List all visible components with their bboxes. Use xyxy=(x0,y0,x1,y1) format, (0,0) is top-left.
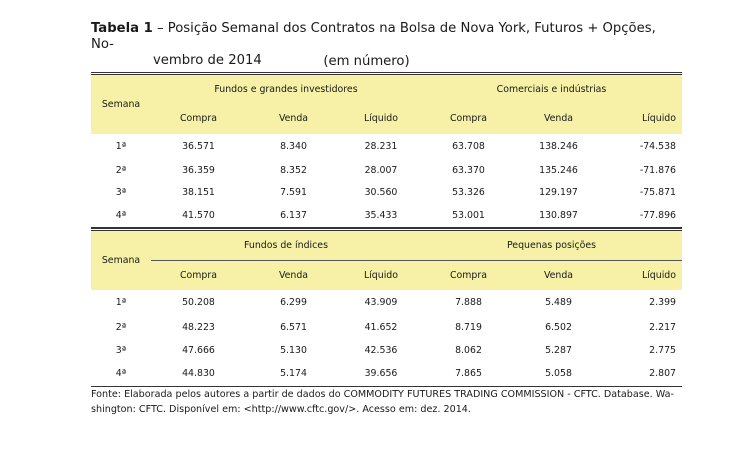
semana-cell: 3ª xyxy=(115,344,127,356)
col-header: Líquido xyxy=(641,113,676,124)
source-line1: Fonte: Elaborada pelos autores a partir … xyxy=(91,389,674,400)
table-row: 2ª 48.223 6.571 41.652 8.719 6.502 2.217 xyxy=(91,316,682,339)
source-note: Fonte: Elaborada pelos autores a partir … xyxy=(91,387,682,417)
column-header-row: Compra Venda Líquido Compra Venda Líquid… xyxy=(91,260,682,290)
value-cell: 28.231 xyxy=(364,141,398,152)
value-cell: 47.666 xyxy=(182,344,215,356)
value-cell: 2.217 xyxy=(649,321,676,333)
caption-title-line2: vembro de 2014 xyxy=(153,53,262,68)
semana-header: Semana xyxy=(101,254,141,266)
value-cell: 63.370 xyxy=(452,165,485,176)
col-header: Venda xyxy=(278,269,309,281)
group-header-right: Comerciais e indústrias xyxy=(496,83,607,95)
column-header-row: Compra Venda Líquido Compra Venda Líquid… xyxy=(91,103,682,134)
source-line2: shington: CFTC. Disponível em: <http://w… xyxy=(91,404,471,415)
value-cell: 5.058 xyxy=(516,361,601,387)
table-row: 3ª 47.666 5.130 42.536 8.062 5.287 2.775 xyxy=(91,339,682,362)
value-cell: 48.223 xyxy=(182,321,215,333)
value-cell: 53.001 xyxy=(421,203,516,228)
value-cell: 43.909 xyxy=(364,297,398,308)
group-header-left: Fundos e grandes investidores xyxy=(214,83,358,95)
col-header: Venda xyxy=(543,269,574,281)
table-row: 2ª 36.359 8.352 28.007 63.370 135.246 -7… xyxy=(91,160,682,182)
value-cell: 5.287 xyxy=(545,344,572,356)
col-header: Venda xyxy=(278,113,309,124)
value-cell: 7.888 xyxy=(455,297,482,308)
value-cell: 6.299 xyxy=(280,297,307,308)
col-header: Compra xyxy=(450,113,487,124)
col-header: Compra xyxy=(450,269,487,281)
col-header: Líquido xyxy=(363,113,398,124)
value-cell: 44.830 xyxy=(151,361,246,387)
value-cell: 53.326 xyxy=(452,187,485,198)
value-cell: 8.062 xyxy=(455,344,482,356)
value-cell: 5.489 xyxy=(545,297,572,308)
col-header: Líquido xyxy=(363,269,398,281)
semana-cell: 4ª xyxy=(91,361,151,387)
value-cell: 7.865 xyxy=(421,361,516,387)
value-cell: 129.197 xyxy=(539,187,578,198)
unit-note: (em número) xyxy=(323,54,410,69)
table-row: 1ª 36.571 8.340 28.231 63.708 138.246 -7… xyxy=(91,134,682,160)
semana-cell: 1ª xyxy=(115,297,127,308)
value-cell: 7.591 xyxy=(280,187,307,198)
value-cell: 8.340 xyxy=(280,141,307,152)
value-cell: 35.433 xyxy=(341,203,421,228)
semana-header: Semana xyxy=(101,98,141,110)
value-cell: 130.897 xyxy=(516,203,601,228)
value-cell: 36.359 xyxy=(182,165,215,176)
col-header: Venda xyxy=(543,113,574,124)
value-cell: 6.137 xyxy=(246,203,341,228)
table-2: Semana Fundos de índices Pequenas posiçõ… xyxy=(91,228,682,387)
caption-title-line1: Posição Semanal dos Contratos na Bolsa d… xyxy=(91,21,656,52)
value-cell: 50.208 xyxy=(182,297,215,308)
value-cell: 30.560 xyxy=(364,187,398,198)
table-row: 4ª 41.570 6.137 35.433 53.001 130.897 -7… xyxy=(91,203,682,228)
semana-cell: 3ª xyxy=(115,187,127,198)
semana-cell: 1ª xyxy=(115,141,127,152)
semana-cell: 2ª xyxy=(115,321,127,333)
semana-cell: 4ª xyxy=(91,203,151,228)
value-cell: 6.571 xyxy=(280,321,307,333)
table-row: 1ª 50.208 6.299 43.909 7.888 5.489 2.399 xyxy=(91,290,682,316)
value-cell: 41.652 xyxy=(364,321,398,333)
semana-cell: 2ª xyxy=(115,165,127,176)
value-cell: 2.399 xyxy=(649,297,676,308)
value-cell: 8.352 xyxy=(280,165,307,176)
value-cell: 63.708 xyxy=(452,141,485,152)
value-cell: 138.246 xyxy=(539,141,578,152)
value-cell: 42.536 xyxy=(364,344,398,356)
value-cell: 28.007 xyxy=(364,165,398,176)
table-caption: Tabela 1 – Posição Semanal dos Contratos… xyxy=(91,21,681,69)
value-cell: 8.719 xyxy=(455,321,482,333)
group-header-row: Semana Fundos e grandes investidores Com… xyxy=(91,73,682,110)
group-header-right: Pequenas posições xyxy=(421,229,682,261)
table-row: 4ª 44.830 5.174 39.656 7.865 5.058 2.807 xyxy=(91,361,682,387)
col-header: Compra xyxy=(180,113,217,124)
value-cell: 6.502 xyxy=(545,321,572,333)
value-cell: 41.570 xyxy=(151,203,246,228)
value-cell: -75.871 xyxy=(639,187,676,198)
value-cell: 38.151 xyxy=(182,187,215,198)
value-cell: -77.896 xyxy=(601,203,682,228)
value-cell: -74.538 xyxy=(639,141,676,152)
group-header-left: Fundos de índices xyxy=(151,229,421,261)
value-cell: 2.775 xyxy=(649,344,676,356)
value-cell: 36.571 xyxy=(182,141,215,152)
caption-label: Tabela 1 xyxy=(91,21,153,36)
value-cell: -71.876 xyxy=(639,165,676,176)
group-header-row: Semana Fundos de índices Pequenas posiçõ… xyxy=(91,229,682,266)
table-1: Semana Fundos e grandes investidores Com… xyxy=(91,72,682,228)
table-row: 3ª 38.151 7.591 30.560 53.326 129.197 -7… xyxy=(91,182,682,204)
col-header: Líquido xyxy=(641,269,676,281)
col-header: Compra xyxy=(180,269,217,281)
caption-dash: – xyxy=(152,21,168,36)
value-cell: 2.807 xyxy=(601,361,682,387)
value-cell: 39.656 xyxy=(341,361,421,387)
value-cell: 5.130 xyxy=(280,344,307,356)
value-cell: 5.174 xyxy=(246,361,341,387)
value-cell: 135.246 xyxy=(539,165,578,176)
